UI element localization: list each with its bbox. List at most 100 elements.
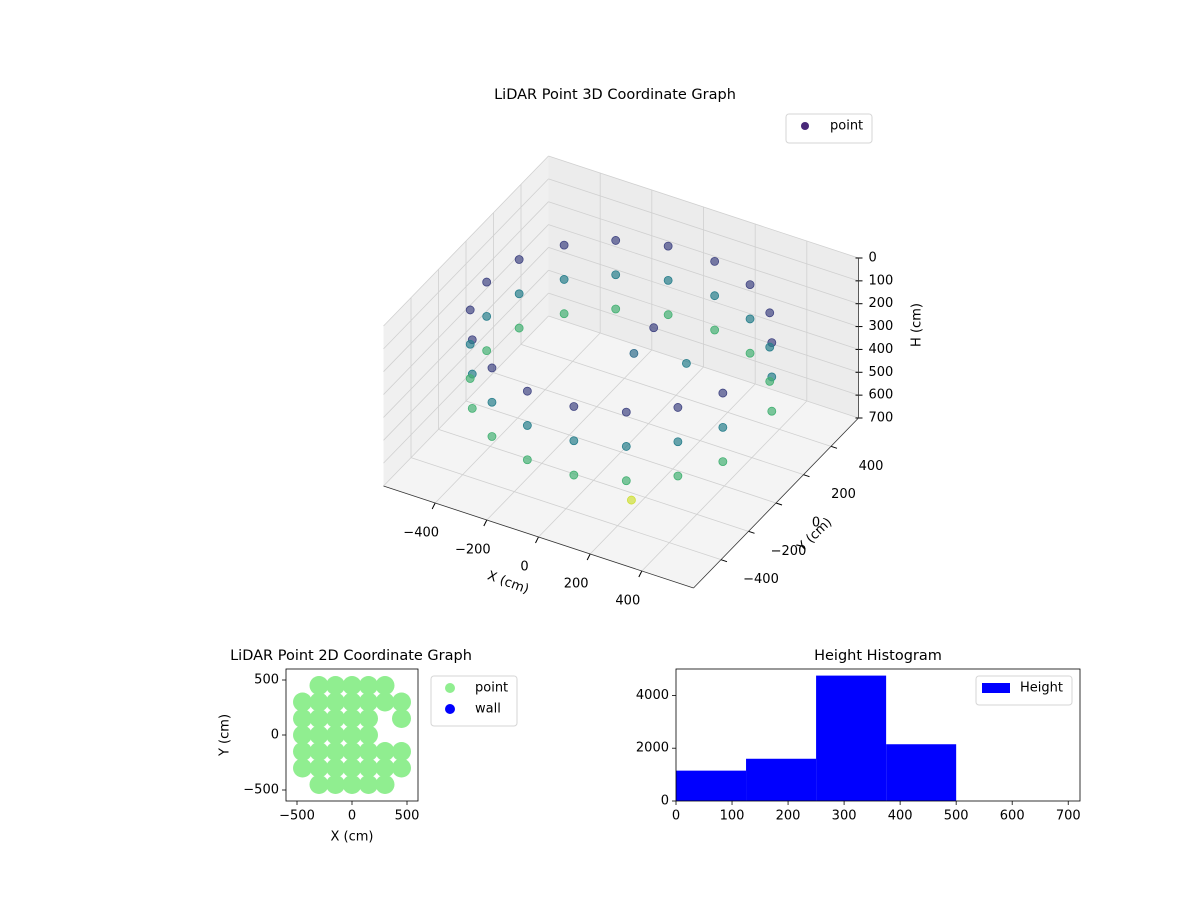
point	[522, 455, 532, 465]
point	[627, 495, 636, 505]
x-tick-label: 0	[348, 809, 356, 824]
point	[375, 692, 395, 712]
x-tick-label: 0	[672, 809, 680, 824]
x-tick-label: 600	[1000, 809, 1025, 824]
point	[326, 725, 345, 745]
grid-line	[520, 343, 832, 447]
point	[392, 709, 411, 728]
legend-label: wall	[475, 702, 501, 717]
y-tick-label: −500	[243, 783, 279, 798]
bar	[886, 744, 957, 801]
point	[710, 257, 720, 266]
point	[326, 758, 345, 778]
chart-title: LiDAR Point 2D Coordinate Graph	[230, 648, 472, 664]
point	[611, 236, 621, 245]
point	[767, 406, 777, 416]
point	[293, 692, 312, 712]
y-tick-label: 0	[271, 728, 279, 743]
point	[342, 758, 362, 778]
point	[487, 432, 497, 441]
z-tick-label: 300	[869, 319, 894, 334]
legend-swatch	[801, 122, 809, 130]
point	[342, 709, 362, 728]
point	[611, 270, 621, 280]
bar	[816, 675, 887, 801]
point	[663, 310, 673, 320]
point	[342, 775, 362, 794]
legend-swatch	[445, 704, 455, 714]
x-tick-label: 700	[1056, 809, 1081, 824]
tick-mark	[586, 553, 591, 561]
x-tick-label: 100	[720, 809, 745, 824]
x-tick-label: 200	[564, 577, 589, 592]
point	[559, 240, 569, 250]
point	[293, 742, 312, 761]
point	[293, 709, 312, 728]
point	[745, 314, 755, 324]
point	[326, 709, 345, 728]
grid-line	[548, 201, 859, 305]
point	[342, 742, 362, 761]
point	[342, 725, 362, 745]
point	[293, 725, 312, 745]
legend-label: point	[475, 681, 508, 696]
point	[359, 709, 378, 728]
y-tick-label: 400	[859, 459, 884, 474]
x-tick-label: −500	[279, 809, 315, 824]
y-tick-label: 200	[831, 487, 856, 502]
point	[765, 342, 775, 352]
y-tick-label: 4000	[636, 688, 669, 703]
grid-line	[383, 247, 549, 418]
legend-label: Height	[1020, 681, 1063, 696]
x-tick-label: 300	[832, 809, 857, 824]
grid-line	[410, 457, 722, 561]
point	[359, 692, 378, 712]
x-tick-label: 400	[888, 809, 913, 824]
point	[611, 304, 621, 314]
z-axis-label: H (cm)	[910, 303, 925, 347]
grid-line	[548, 269, 859, 373]
point	[309, 775, 329, 794]
z-tick-label: 0	[869, 251, 877, 266]
point	[522, 386, 532, 396]
point	[359, 775, 378, 794]
point	[392, 692, 411, 712]
tick-mark	[431, 502, 436, 510]
chart-title: LiDAR Point 3D Coordinate Graph	[494, 87, 736, 103]
chart-title: Height Histogram	[814, 648, 942, 664]
grid-line	[383, 155, 549, 327]
point	[375, 775, 395, 794]
grid-line	[383, 201, 549, 372]
x-axis-label: X (cm)	[331, 830, 374, 845]
x-tick-label: 200	[776, 809, 801, 824]
point	[718, 457, 728, 467]
grid-line	[383, 270, 549, 441]
z-tick-label: 100	[869, 273, 894, 288]
point	[710, 325, 720, 335]
grid-line	[548, 315, 859, 419]
tick-mark	[775, 502, 783, 506]
point	[673, 471, 683, 481]
x-tick-label: −400	[403, 526, 439, 541]
point	[745, 280, 755, 290]
point	[309, 676, 329, 695]
legend-swatch	[445, 683, 455, 693]
point	[559, 275, 569, 284]
point	[326, 692, 345, 712]
grid-line	[548, 155, 859, 259]
point	[465, 339, 475, 349]
point	[326, 742, 345, 761]
point	[487, 363, 497, 373]
point	[309, 742, 329, 761]
point	[559, 309, 569, 319]
z-tick-label: 700	[869, 411, 894, 426]
point	[514, 255, 524, 264]
point	[765, 376, 775, 386]
point	[465, 305, 475, 315]
point	[718, 422, 728, 432]
grid-line	[548, 224, 859, 327]
tick-mark	[483, 519, 488, 527]
y-axis-label: Y (cm)	[218, 714, 233, 757]
point	[765, 308, 775, 318]
